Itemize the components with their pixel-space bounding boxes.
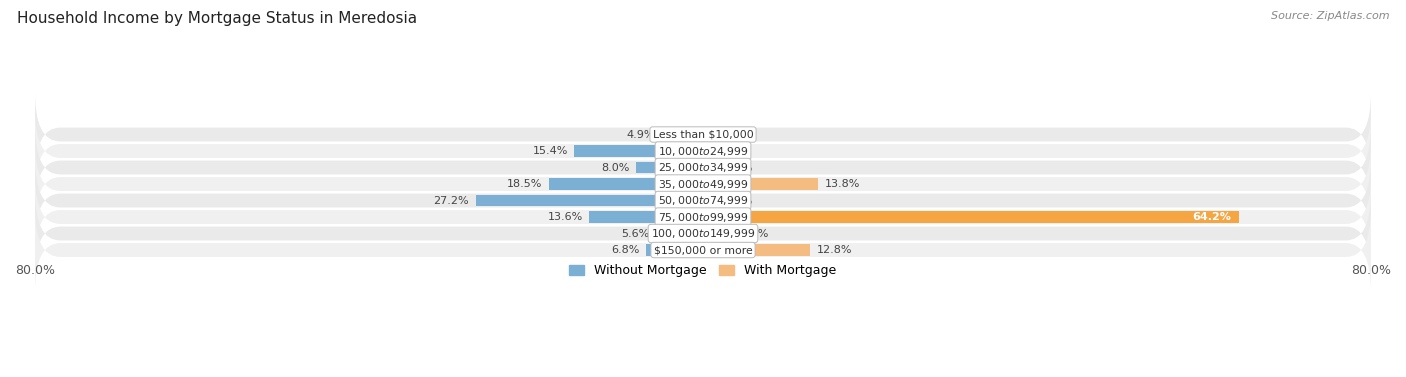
Text: 18.5%: 18.5% — [506, 179, 541, 189]
Text: 0.0%: 0.0% — [710, 146, 738, 156]
Bar — [647, 244, 703, 256]
FancyBboxPatch shape — [35, 175, 1371, 260]
Legend: Without Mortgage, With Mortgage: Without Mortgage, With Mortgage — [564, 259, 842, 282]
Text: $75,000 to $99,999: $75,000 to $99,999 — [658, 210, 748, 224]
Text: 12.8%: 12.8% — [817, 245, 852, 255]
Text: 5.6%: 5.6% — [621, 228, 650, 239]
Text: Source: ZipAtlas.com: Source: ZipAtlas.com — [1271, 11, 1389, 21]
Text: Less than $10,000: Less than $10,000 — [652, 130, 754, 139]
Bar — [589, 211, 703, 223]
FancyBboxPatch shape — [35, 141, 1371, 227]
Text: $100,000 to $149,999: $100,000 to $149,999 — [651, 227, 755, 240]
Bar — [703, 162, 710, 173]
Bar — [575, 145, 703, 157]
Text: $25,000 to $34,999: $25,000 to $34,999 — [658, 161, 748, 174]
FancyBboxPatch shape — [35, 92, 1371, 177]
FancyBboxPatch shape — [35, 191, 1371, 276]
Text: 13.6%: 13.6% — [547, 212, 582, 222]
FancyBboxPatch shape — [35, 109, 1371, 194]
Text: $150,000 or more: $150,000 or more — [654, 245, 752, 255]
Bar — [636, 162, 703, 173]
Text: 8.0%: 8.0% — [602, 162, 630, 173]
Bar — [703, 228, 734, 239]
Text: 64.2%: 64.2% — [1192, 212, 1230, 222]
Text: 0.92%: 0.92% — [717, 162, 752, 173]
FancyBboxPatch shape — [35, 125, 1371, 210]
Text: Household Income by Mortgage Status in Meredosia: Household Income by Mortgage Status in M… — [17, 11, 418, 26]
Text: $10,000 to $24,999: $10,000 to $24,999 — [658, 144, 748, 158]
Text: 15.4%: 15.4% — [533, 146, 568, 156]
Bar — [703, 178, 818, 190]
Bar — [703, 195, 718, 207]
Bar — [475, 195, 703, 207]
Bar — [657, 228, 703, 239]
Text: $35,000 to $49,999: $35,000 to $49,999 — [658, 178, 748, 190]
Text: 3.7%: 3.7% — [741, 228, 769, 239]
Text: $50,000 to $74,999: $50,000 to $74,999 — [658, 194, 748, 207]
FancyBboxPatch shape — [35, 158, 1371, 243]
Text: 4.9%: 4.9% — [627, 130, 655, 139]
FancyBboxPatch shape — [35, 207, 1371, 293]
Text: 1.8%: 1.8% — [724, 196, 754, 205]
Text: 0.0%: 0.0% — [710, 130, 738, 139]
Text: 6.8%: 6.8% — [612, 245, 640, 255]
Bar — [662, 129, 703, 141]
Bar — [703, 244, 810, 256]
Text: 13.8%: 13.8% — [825, 179, 860, 189]
Bar — [703, 211, 1239, 223]
Bar — [548, 178, 703, 190]
Text: 27.2%: 27.2% — [433, 196, 470, 205]
